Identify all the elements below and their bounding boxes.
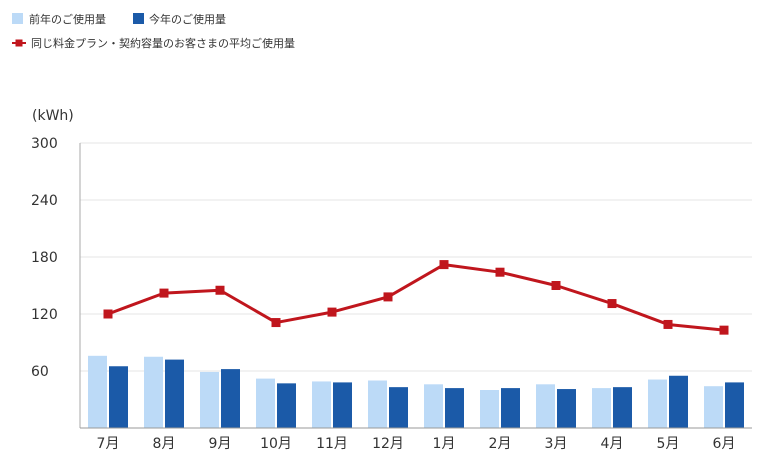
y-tick-label-180: 180: [31, 250, 58, 266]
average-point-3: [215, 285, 225, 295]
x-tick-label-3: 9月: [209, 436, 232, 452]
bar-this-year-9: [557, 389, 576, 428]
x-tick-label-10: 4月: [601, 436, 624, 452]
average-point-5: [327, 307, 337, 317]
y-axis-unit-label: (kWh): [32, 108, 74, 124]
bar-this-year-3: [221, 369, 240, 428]
legend-marker-average: [15, 39, 23, 47]
x-tick-label-6: 12月: [372, 436, 404, 452]
bar-this-year-2: [165, 359, 184, 428]
average-point-8: [495, 267, 505, 277]
bar-previous-year-12: [704, 386, 723, 428]
bar-this-year-10: [613, 387, 632, 428]
y-tick-label-300: 300: [31, 136, 58, 152]
average-point-4: [271, 318, 281, 328]
bar-this-year-1: [109, 366, 128, 428]
x-tick-label-11: 5月: [657, 436, 680, 452]
x-tick-label-12: 6月: [713, 436, 736, 452]
average-point-1: [103, 309, 113, 319]
bar-this-year-4: [277, 383, 296, 428]
y-tick-label-120: 120: [31, 307, 58, 323]
tick-labels: 60 120 180 240 300 7月 8月 9月 10月 11月 12月 1月 2月 3月 4月 5月 6…: [31, 136, 735, 452]
x-tick-label-5: 11月: [316, 436, 348, 452]
bar-previous-year-1: [88, 355, 107, 428]
bars: [88, 355, 744, 428]
bar-previous-year-5: [312, 381, 331, 428]
legend-swatch-previous-year: [12, 13, 23, 24]
bar-previous-year-8: [480, 390, 499, 428]
x-tick-label-9: 3月: [545, 436, 568, 452]
legend-label-this-year: 今年のご使用量: [149, 12, 226, 26]
bar-this-year-5: [333, 382, 352, 428]
x-tick-label-8: 2月: [489, 436, 512, 452]
average-point-7: [439, 260, 449, 270]
bar-this-year-11: [669, 375, 688, 428]
bar-previous-year-10: [592, 388, 611, 428]
bar-previous-year-2: [144, 356, 163, 428]
gridlines: [80, 142, 752, 372]
x-tick-label-4: 10月: [260, 436, 292, 452]
average-point-12: [719, 325, 729, 335]
y-tick-label-60: 60: [31, 364, 49, 380]
average-point-11: [663, 319, 673, 329]
x-tick-label-2: 8月: [153, 436, 176, 452]
bar-previous-year-11: [648, 379, 667, 428]
legend-swatch-this-year: [133, 13, 144, 24]
bar-this-year-8: [501, 388, 520, 428]
average-line: [103, 260, 729, 335]
bar-previous-year-9: [536, 384, 555, 428]
bar-this-year-12: [725, 382, 744, 428]
x-tick-label-7: 1月: [433, 436, 456, 452]
bar-previous-year-7: [424, 384, 443, 428]
legend-label-previous-year: 前年のご使用量: [29, 12, 106, 26]
average-point-9: [551, 281, 561, 290]
average-point-6: [383, 292, 393, 302]
bar-this-year-6: [389, 387, 408, 428]
bar-previous-year-3: [200, 371, 219, 428]
legend: 前年のご使用量 今年のご使用量 同じ料金プラン・契約容量のお客さまの平均ご使用量: [12, 12, 295, 50]
y-tick-label-240: 240: [31, 193, 58, 209]
legend-label-average: 同じ料金プラン・契約容量のお客さまの平均ご使用量: [31, 36, 295, 50]
average-line-path: [107, 263, 725, 332]
bar-previous-year-4: [256, 378, 275, 428]
bar-previous-year-6: [368, 380, 387, 428]
average-point-2: [159, 288, 169, 298]
axes: [79, 143, 752, 429]
average-point-10: [607, 299, 617, 309]
x-tick-label-1: 7月: [97, 436, 120, 452]
bar-this-year-7: [445, 388, 464, 428]
